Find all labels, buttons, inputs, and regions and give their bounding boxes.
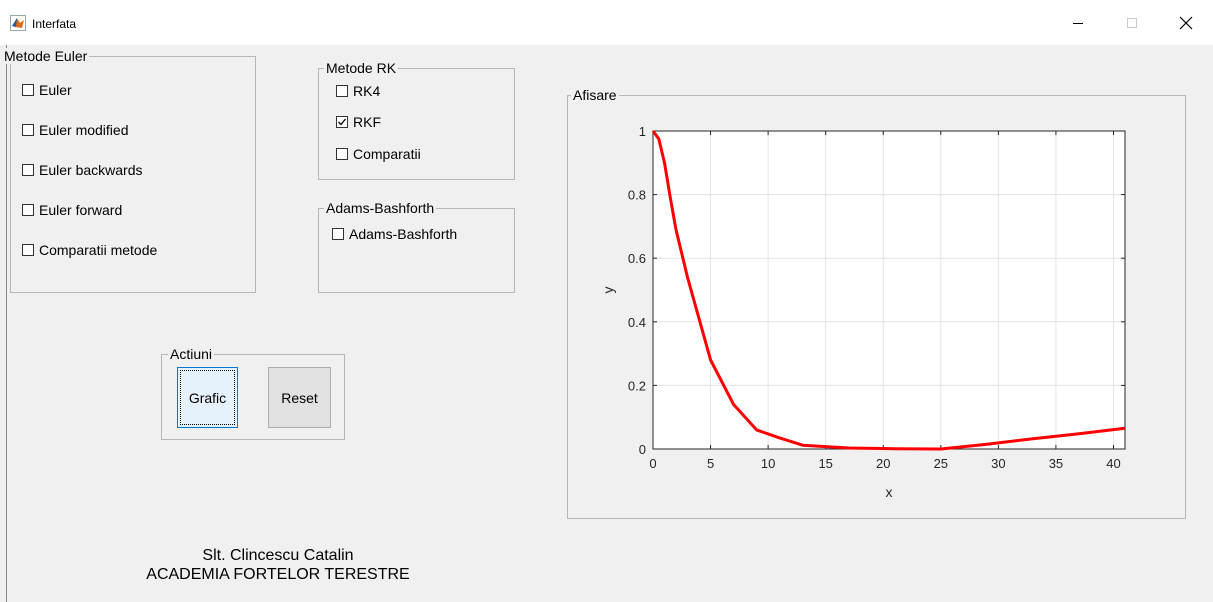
window-border	[6, 45, 1213, 602]
x-tick-label: 5	[707, 456, 714, 471]
checkbox-box[interactable]	[22, 204, 34, 216]
reset-button[interactable]: Reset	[268, 367, 331, 428]
checkbox-label: Comparatii metode	[39, 242, 158, 258]
title-bar: Interfata	[0, 0, 1213, 45]
focus-ring	[180, 370, 235, 425]
y-axis-label: y	[600, 287, 616, 294]
minimize-button[interactable]	[1055, 0, 1101, 45]
rkf-checkbox[interactable]: RKF	[336, 114, 381, 130]
comparatii-checkbox[interactable]: Comparatii	[336, 146, 421, 162]
display-panel	[567, 95, 1186, 519]
y-tick-label: 0.4	[628, 315, 646, 330]
reset-button-label: Reset	[281, 389, 318, 406]
checkbox-box[interactable]	[336, 85, 348, 97]
checkbox-box[interactable]	[332, 228, 344, 240]
y-tick-label: 0.8	[628, 188, 646, 203]
comparatii-metode-checkbox[interactable]: Comparatii metode	[22, 242, 157, 258]
plot-axes[interactable]: 0 5 10 15 20 25 30 35 40 0 0.2 0.4 0.6 0.8 1 x y	[567, 110, 1186, 519]
x-tick-label: 40	[1106, 456, 1120, 471]
y-tick-label: 1	[639, 124, 646, 139]
rk-methods-panel	[318, 68, 515, 180]
adams-bashforth-checkbox[interactable]: Adams-Bashforth	[332, 226, 457, 242]
plot-area	[653, 131, 1125, 449]
maximize-button[interactable]	[1109, 0, 1155, 45]
grafic-button[interactable]: Grafic	[177, 367, 238, 428]
check-icon	[338, 118, 347, 126]
y-tick-label: 0	[639, 442, 646, 457]
checkbox-label: RKF	[353, 114, 381, 130]
actions-panel	[161, 354, 345, 440]
euler-backwards-checkbox[interactable]: Euler backwards	[22, 162, 143, 178]
x-tick-label: 0	[649, 456, 656, 471]
author-footer: Slt. Clincescu Catalin ACADEMIA FORTELOR…	[118, 546, 438, 584]
rk-panel-title: Metode RK	[324, 60, 399, 76]
checkbox-label: Comparatii	[353, 146, 421, 162]
adams-panel-title: Adams-Bashforth	[324, 200, 437, 216]
euler-checkbox[interactable]: Euler	[22, 82, 72, 98]
series-line	[651, 130, 1126, 451]
checkbox-box[interactable]	[22, 244, 34, 256]
checkbox-box[interactable]	[336, 148, 348, 160]
checkbox-box[interactable]	[22, 164, 34, 176]
x-tick-label: 10	[761, 456, 775, 471]
actions-panel-title: Actiuni	[168, 346, 215, 362]
adams-bashforth-panel	[318, 208, 515, 293]
checkbox-label: Euler backwards	[39, 162, 143, 178]
x-tick-label: 25	[934, 456, 948, 471]
y-tick-label: 0.2	[628, 378, 646, 393]
x-axis-label: x	[886, 484, 893, 500]
x-tick-label: 20	[876, 456, 890, 471]
display-panel-title: Afisare	[571, 87, 619, 103]
checkbox-label: Euler	[39, 82, 72, 98]
rk4-checkbox[interactable]: RK4	[336, 83, 380, 99]
close-button[interactable]	[1163, 0, 1209, 45]
checkbox-label: Euler modified	[39, 122, 129, 138]
checkbox-box[interactable]	[336, 116, 348, 128]
euler-methods-panel	[10, 56, 256, 293]
y-tick-label: 0.6	[628, 251, 646, 266]
window-title: Interfata	[32, 17, 77, 31]
institution-name: ACADEMIA FORTELOR TERESTRE	[146, 566, 410, 583]
maximize-icon	[1127, 17, 1137, 28]
checkbox-label: RK4	[353, 83, 381, 99]
euler-panel-title: Metode Euler	[2, 48, 90, 64]
euler-forward-checkbox[interactable]: Euler forward	[22, 202, 122, 218]
author-name: Slt. Clincescu Catalin	[202, 547, 354, 564]
minimize-icon	[1073, 22, 1083, 24]
grafic-button-label: Grafic	[188, 389, 227, 406]
x-tick-label: 15	[818, 456, 832, 471]
x-tick-label: 35	[1049, 456, 1063, 471]
euler-modified-checkbox[interactable]: Euler modified	[22, 122, 129, 138]
checkbox-label: Euler forward	[39, 202, 123, 218]
checkbox-box[interactable]	[22, 84, 34, 96]
x-tick-label: 30	[991, 456, 1005, 471]
matlab-icon	[10, 15, 26, 31]
checkbox-box[interactable]	[22, 124, 34, 136]
checkbox-label: Adams-Bashforth	[349, 226, 458, 242]
close-icon	[1179, 16, 1193, 29]
